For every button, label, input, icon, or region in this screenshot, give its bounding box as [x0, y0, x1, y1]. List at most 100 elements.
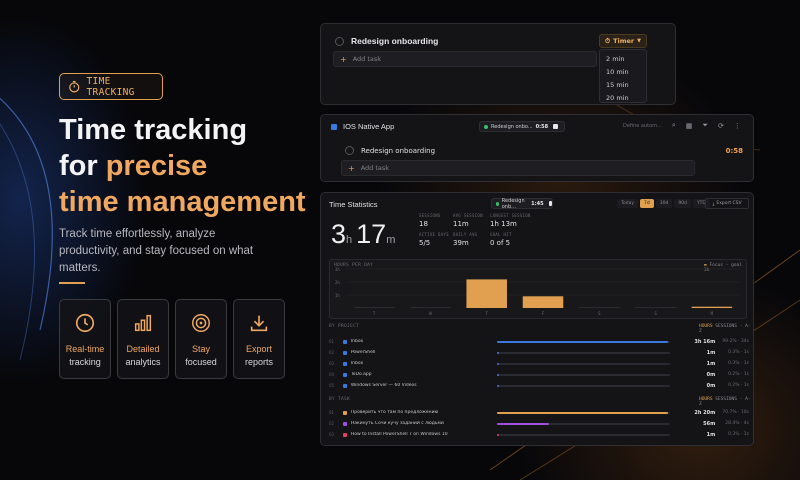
feature-label: Stay focused — [185, 343, 217, 369]
row-duration: 0m — [706, 382, 716, 389]
stat-goal-hit: GOAL HIT 0 of 5 — [490, 232, 512, 247]
feature-rest: focused — [185, 357, 217, 367]
feature-label: Real-time tracking — [66, 343, 105, 369]
add-task-input[interactable]: + Add task — [333, 51, 597, 67]
stopwatch-icon — [69, 80, 80, 93]
chart-bar[interactable] — [353, 307, 395, 308]
row-bar — [497, 384, 670, 387]
chip-time: 0:58 — [535, 123, 549, 130]
stat-value: 18 — [419, 220, 428, 228]
stop-icon[interactable] — [548, 201, 553, 206]
sort-hours: HOURS — [699, 324, 713, 329]
project-row[interactable]: 03 Inbox 1m 0.3% · 1s — [329, 358, 749, 369]
row-color-icon — [342, 410, 347, 415]
timer-dropdown-button[interactable]: ⏱ Timer ▼ — [599, 34, 647, 48]
target-icon — [192, 314, 210, 332]
task-checkbox[interactable] — [345, 146, 354, 155]
row-color-icon — [342, 372, 347, 377]
task-checkbox[interactable] — [335, 36, 344, 46]
task-row[interactable]: 02 Накинуть Сочи кучу заданий с людьми 56m… — [329, 418, 749, 429]
x-tick-label: W — [429, 311, 432, 316]
row-index: 03 — [329, 432, 335, 437]
chart-svg: 3h 2h 1h T W T F S S M — [335, 267, 740, 316]
row-bar — [497, 422, 670, 425]
task-row[interactable]: 01 Проверить что там по предложению 2h 20m… — [329, 407, 749, 418]
stat-value: 39m — [453, 239, 469, 247]
project-row[interactable]: 04 ToDo.app 0m 0.2% · 1s — [329, 369, 749, 380]
chart-bar[interactable] — [522, 296, 564, 308]
statistics-title: Time Statistics — [329, 200, 378, 209]
hours-per-day-chart: HOURS PER DAY ▬ Focus - goal 3h 3h 2h 1h T W… — [329, 259, 747, 319]
chart-bar[interactable] — [410, 307, 451, 308]
row-bar — [497, 411, 670, 414]
task-title: Redesign onboarding — [361, 146, 436, 155]
refresh-icon[interactable]: ⟳ — [717, 121, 724, 130]
row-index: 05 — [329, 383, 335, 388]
project-row[interactable]: 01 Inbox 3h 16m 99.2% · 34s — [329, 336, 749, 347]
row-index: 04 — [329, 372, 335, 377]
tab-90d[interactable]: 90d — [674, 199, 691, 208]
row-duration: 0m — [706, 371, 716, 378]
row-duration: 1m — [706, 360, 716, 367]
chart-bar[interactable] — [579, 307, 620, 308]
search-icon[interactable]: ⌕ — [671, 121, 676, 129]
tab-7d[interactable]: 7d — [640, 199, 654, 208]
row-duration: 56m — [703, 420, 716, 427]
stat-value: 11m — [453, 220, 469, 228]
clock-icon — [75, 313, 95, 333]
tab-ytd[interactable]: YTD — [692, 199, 710, 208]
stat-label: LONGEST SESSION — [490, 213, 531, 218]
tab-today[interactable]: Today — [617, 199, 639, 208]
task-row[interactable]: Redesign onboarding 0:58 — [345, 146, 743, 155]
task-row[interactable]: Redesign onboarding — [335, 36, 438, 46]
row-name: Windows Server — 60 Videos — [350, 383, 417, 388]
task-row[interactable]: 03 How to Install PowerShell 7 on Windows… — [329, 429, 749, 440]
row-share: 0.2% · 1s — [728, 372, 749, 377]
project-row[interactable]: 02 PowerShell 1m 0.3% · 1s — [329, 347, 749, 358]
chart-bar[interactable] — [635, 307, 676, 308]
stat-label: ACTIVE DAYS — [419, 232, 449, 237]
chip-time: 1:45 — [531, 200, 544, 207]
x-tick-label: S — [598, 311, 601, 316]
timer-option[interactable]: 10 min — [606, 68, 629, 76]
automation-link[interactable]: Define autom... — [623, 122, 662, 129]
chart-bar[interactable] — [466, 279, 507, 308]
time-tracking-badge: TIME TRACKING — [59, 73, 163, 100]
row-duration: 3h 16m — [694, 338, 716, 345]
add-task-placeholder: Add task — [360, 164, 390, 172]
timer-option[interactable]: 2 min — [606, 55, 625, 63]
stat-label: DAILY AVG — [453, 232, 478, 237]
hour-unit: h — [346, 234, 353, 246]
task-time: 0:58 — [725, 146, 743, 155]
running-timer-chip[interactable]: Redesign onb... 1:45 — [491, 198, 553, 210]
project-panel: IOS Native App Redesign onbo... 0:58 Def… — [320, 114, 754, 182]
chart-bar[interactable] — [691, 306, 733, 308]
timer-option[interactable]: 15 min — [606, 81, 629, 89]
timer-option[interactable]: 20 min — [606, 94, 629, 102]
row-color-icon — [342, 339, 347, 344]
row-name: ToDo.app — [350, 372, 372, 377]
minute-unit: m — [386, 234, 396, 246]
export-csv-button[interactable]: ⤓ Export CSV — [705, 198, 749, 209]
grid-icon[interactable]: ▦ — [685, 121, 693, 130]
y-tick-label: 2h — [335, 280, 340, 285]
row-share: 70.7% · 10s — [722, 410, 749, 415]
tab-30d[interactable]: 30d — [655, 199, 673, 208]
stop-icon[interactable] — [553, 124, 559, 129]
row-bar-fill — [497, 433, 500, 436]
row-color-icon — [342, 383, 347, 388]
row-name: PowerShell — [350, 350, 376, 355]
add-task-input[interactable]: + Add task — [341, 160, 695, 176]
stat-label: AVG SESSION — [453, 213, 483, 218]
row-color-icon — [342, 432, 347, 437]
project-row[interactable]: 05 Windows Server — 60 Videos 0m 0.2% · 1s — [329, 380, 749, 391]
feature-highlight: Real-time — [65, 344, 105, 354]
feature-rest: analytics — [125, 357, 161, 367]
project-sort[interactable]: HOURS SESSIONS · A-Z — [699, 324, 753, 334]
row-bar-fill — [497, 384, 500, 387]
filter-icon[interactable]: ⏷ — [702, 121, 708, 129]
running-timer-chip[interactable]: Redesign onbo... 0:58 — [479, 121, 565, 132]
task-sort[interactable]: HOURS SESSIONS · A-Z — [699, 397, 753, 407]
sort-rest: SESSIONS · A-Z — [699, 324, 751, 334]
more-icon[interactable]: ⋮ — [733, 121, 741, 130]
